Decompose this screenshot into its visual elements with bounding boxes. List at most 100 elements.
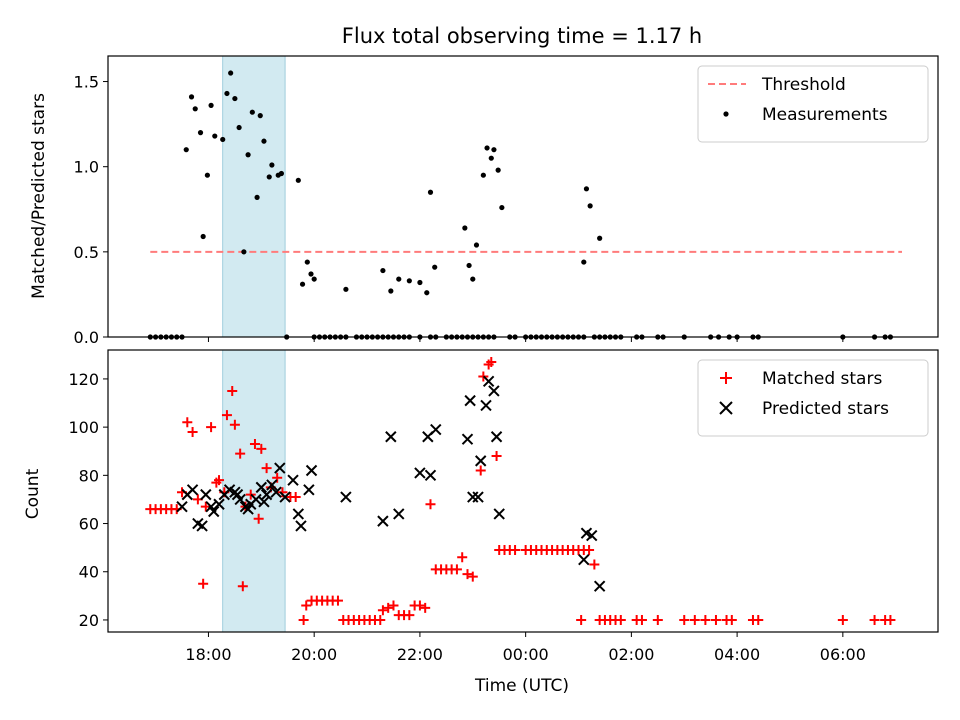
legend-swatch <box>719 401 733 415</box>
data-point <box>837 614 848 625</box>
data-point <box>236 124 242 131</box>
data-point <box>232 95 238 102</box>
data-point <box>204 172 210 178</box>
data-point <box>578 553 590 566</box>
data-point <box>491 451 502 462</box>
data-point <box>298 614 309 625</box>
data-point <box>462 569 473 580</box>
legend-label: Matched stars <box>762 369 882 389</box>
legend-label: Measurements <box>762 105 888 125</box>
data-point <box>241 249 247 255</box>
data-point <box>208 505 220 518</box>
y-tick-label: 0.0 <box>74 328 99 347</box>
data-point <box>482 375 495 388</box>
data-point <box>726 614 737 625</box>
data-point <box>424 469 437 482</box>
data-point <box>586 529 598 542</box>
data-point <box>340 491 352 503</box>
y-axis-label-ratio: Matched/Predicted stars <box>29 93 49 299</box>
data-point <box>466 262 472 269</box>
x-tick-label: 20:00 <box>291 645 337 664</box>
data-point <box>589 559 600 570</box>
data-point <box>254 194 260 200</box>
series-group <box>145 357 896 625</box>
data-point <box>208 102 214 108</box>
data-point <box>258 496 270 508</box>
data-point <box>584 545 595 556</box>
data-point <box>499 204 505 211</box>
data-point <box>186 484 199 496</box>
data-point <box>295 177 301 183</box>
data-point <box>581 259 587 265</box>
data-point <box>377 605 388 616</box>
data-point <box>473 242 480 248</box>
y-tick-label: 0.5 <box>74 243 99 262</box>
data-point <box>470 276 476 282</box>
data-point <box>196 520 208 532</box>
series-predicted-stars <box>176 375 606 592</box>
data-point <box>493 508 505 520</box>
data-point <box>295 520 307 532</box>
data-point <box>301 600 312 611</box>
data-point <box>432 264 438 270</box>
panel-counts: 20 40 60 80 100 120 18:00 20:00 22:00 00:00 02:00 0… <box>68 349 939 664</box>
data-point <box>480 399 492 412</box>
y-tick-label: 1.5 <box>74 73 99 92</box>
data-point <box>377 515 389 527</box>
data-point <box>249 109 255 115</box>
data-point <box>885 614 896 625</box>
data-point <box>290 492 301 503</box>
data-point <box>510 545 521 556</box>
data-point <box>200 488 212 501</box>
data-point <box>250 493 262 506</box>
data-point <box>869 614 880 625</box>
data-point <box>467 571 478 582</box>
data-point <box>182 417 193 428</box>
data-point <box>583 186 590 192</box>
legend-label: Predicted stars <box>762 399 889 419</box>
data-point <box>388 288 394 294</box>
data-point <box>474 455 487 467</box>
x-axis-label: Time (UTC) <box>474 676 569 696</box>
data-point <box>261 463 272 474</box>
y-tick-label: 120 <box>68 370 99 389</box>
x-tick-label: 04:00 <box>714 645 760 664</box>
data-point <box>249 439 260 449</box>
data-point <box>424 290 430 296</box>
data-point <box>245 489 256 500</box>
data-point <box>176 500 188 513</box>
data-point <box>188 94 195 100</box>
data-point <box>197 130 204 136</box>
data-point <box>495 167 501 173</box>
data-point <box>652 614 663 625</box>
data-point <box>388 600 399 611</box>
data-point <box>385 431 397 443</box>
data-point <box>636 614 647 625</box>
data-point <box>237 581 248 592</box>
data-point <box>221 410 232 421</box>
y-tick-label: 100 <box>68 418 99 437</box>
data-point <box>689 614 700 625</box>
data-point <box>615 614 626 625</box>
data-point <box>700 614 711 625</box>
data-point <box>490 431 503 443</box>
data-point <box>475 465 486 476</box>
data-point <box>245 152 251 158</box>
data-point <box>488 155 494 161</box>
data-point <box>491 147 497 153</box>
data-point <box>292 508 305 520</box>
y-tick-label: 20 <box>79 611 99 630</box>
data-point <box>234 493 246 506</box>
data-point <box>478 371 489 382</box>
data-point <box>229 419 240 430</box>
data-point <box>224 90 230 97</box>
data-point <box>383 602 394 613</box>
data-point <box>597 235 603 241</box>
data-point <box>257 113 263 119</box>
legend-box <box>697 359 929 437</box>
data-point <box>260 488 273 501</box>
data-point <box>311 276 317 282</box>
data-point <box>332 595 343 606</box>
data-point <box>486 357 497 368</box>
